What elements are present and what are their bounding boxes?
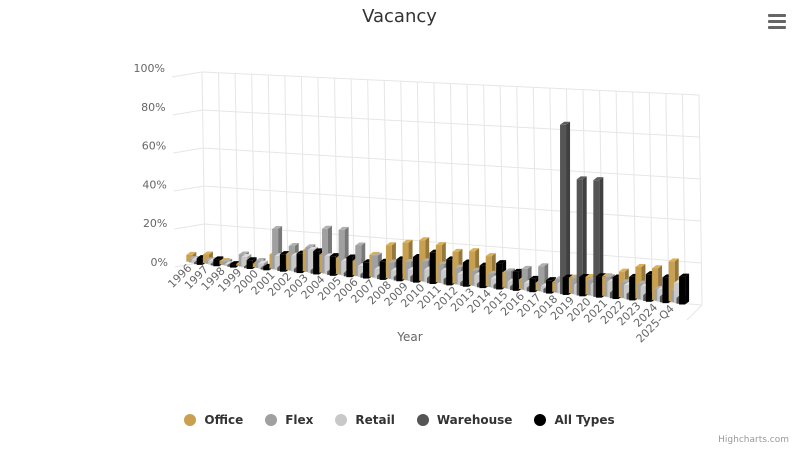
svg-text:0%: 0% bbox=[151, 256, 168, 269]
svg-text:40%: 40% bbox=[142, 178, 166, 191]
bar-all-types[interactable] bbox=[679, 273, 690, 305]
svg-text:60%: 60% bbox=[142, 140, 166, 153]
credits-link[interactable]: Highcharts.com bbox=[718, 435, 789, 445]
hamburger-menu-icon[interactable] bbox=[768, 14, 786, 30]
legend-label: Office bbox=[204, 413, 244, 427]
legend-item-warehouse[interactable]: Warehouse bbox=[416, 413, 513, 427]
bar-warehouse[interactable] bbox=[593, 177, 604, 297]
legend: Office Flex Retail Warehouse All Types bbox=[0, 413, 799, 427]
bar-series bbox=[186, 121, 690, 305]
y-axis-labels: 0% 20% 40% 60% 80% 100% bbox=[134, 62, 168, 269]
x-axis-title: Year bbox=[396, 330, 422, 344]
svg-text:20%: 20% bbox=[143, 217, 167, 230]
legend-label: Retail bbox=[355, 413, 395, 427]
chart-title: Vacancy bbox=[362, 6, 437, 27]
legend-item-all-types[interactable]: All Types bbox=[534, 413, 615, 427]
legend-dot-icon bbox=[534, 414, 547, 426]
bar-warehouse[interactable] bbox=[576, 176, 587, 296]
legend-label: Warehouse bbox=[436, 413, 513, 427]
legend-dot-icon bbox=[184, 414, 197, 426]
legend-item-office[interactable]: Office bbox=[184, 413, 243, 427]
legend-dot-icon bbox=[265, 414, 278, 426]
legend-label: All Types bbox=[554, 413, 615, 427]
legend-dot-icon bbox=[335, 414, 348, 426]
legend-label: Flex bbox=[285, 413, 314, 427]
legend-dot-icon bbox=[416, 414, 429, 426]
bar-warehouse[interactable] bbox=[560, 121, 571, 295]
svg-text:80%: 80% bbox=[141, 101, 165, 114]
legend-item-flex[interactable]: Flex bbox=[265, 413, 313, 427]
svg-text:100%: 100% bbox=[134, 62, 165, 75]
legend-item-retail[interactable]: Retail bbox=[335, 413, 395, 427]
